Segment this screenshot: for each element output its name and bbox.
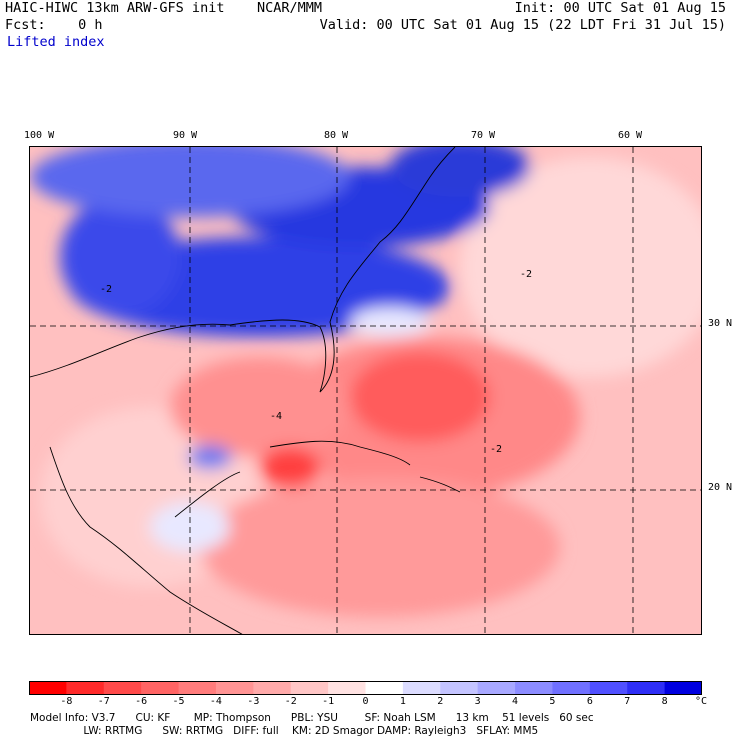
colorbar-swatch xyxy=(402,681,441,695)
colorbar-tick-label: -2 xyxy=(284,696,297,707)
colorbar-swatch xyxy=(552,681,591,695)
colorbar-tick-label: 1 xyxy=(399,696,406,707)
lon-label: 90 W xyxy=(173,130,198,141)
lon-label: 80 W xyxy=(324,130,349,141)
colorbar-swatch xyxy=(440,681,479,695)
colorbar-tick-label: -7 xyxy=(97,696,110,707)
colorbar-border xyxy=(29,681,702,695)
colorbar-swatch xyxy=(589,681,628,695)
colorbar-swatch xyxy=(29,681,67,695)
field-name: Lifted index xyxy=(7,34,105,50)
contour-label: -2 xyxy=(100,284,113,295)
colorbar-swatch xyxy=(66,681,105,695)
lat-label: 30 N xyxy=(708,318,733,329)
colorbar-swatch xyxy=(328,681,366,695)
colorbar-tick-label: -8 xyxy=(60,696,73,707)
forecast-hour: Fcst: 0 h xyxy=(5,17,103,33)
colorbar-unit: °C xyxy=(694,696,708,707)
valid-time: Valid: 00 UTC Sat 01 Aug 15 (22 LDT Fri … xyxy=(319,17,726,33)
colorbar-tick-label: -1 xyxy=(322,696,335,707)
colorbar-swatch xyxy=(477,681,516,695)
colorbar xyxy=(29,681,702,695)
colorbar-swatch xyxy=(365,681,404,695)
colorbar-tick-label: 6 xyxy=(586,696,593,707)
contour-label: -2 xyxy=(490,444,503,455)
colorbar-tick-label: 0 xyxy=(362,696,369,707)
lat-label: 20 N xyxy=(708,482,733,493)
colorbar-swatch xyxy=(664,681,702,695)
model-title: HAIC-HIWC 13km ARW-GFS init NCAR/MMM xyxy=(5,0,322,16)
colorbar-tick-label: 8 xyxy=(661,696,668,707)
colorbar-tick-label: -3 xyxy=(247,696,260,707)
colorbar-tick-label: 5 xyxy=(549,696,556,707)
colorbar-swatch xyxy=(141,681,180,695)
colorbar-tick-label: 2 xyxy=(437,696,444,707)
colorbar-tick-label: -5 xyxy=(172,696,185,707)
contour-label: -4 xyxy=(270,411,283,422)
model-info-line1: Model Info: V3.7 CU: KF MP: Thompson PBL… xyxy=(30,712,594,724)
lon-label: 100 W xyxy=(24,130,55,141)
colorbar-swatch xyxy=(515,681,553,695)
colorbar-swatch xyxy=(215,681,254,695)
colorbar-swatch xyxy=(253,681,292,695)
colorbar-swatch xyxy=(103,681,142,695)
weak-stability-region xyxy=(460,157,701,377)
colorbar-tick-label: 4 xyxy=(512,696,519,707)
coastlines xyxy=(30,147,461,634)
colorbar-swatch xyxy=(290,681,329,695)
unstable-region xyxy=(170,357,350,457)
strong-instability-core xyxy=(350,352,490,442)
stable-spot xyxy=(188,445,232,469)
strong-instability-core xyxy=(260,447,320,487)
colorbar-tick-label: -4 xyxy=(209,696,222,707)
lifted-index-map: -2 -2 -4 -2 xyxy=(29,146,702,635)
stable-region xyxy=(60,197,180,317)
contour-label: -2 xyxy=(520,269,533,280)
init-time: Init: 00 UTC Sat 01 Aug 15 xyxy=(514,0,726,16)
colorbar-tick-label: -6 xyxy=(135,696,148,707)
colorbar-tick-label: 3 xyxy=(474,696,481,707)
unstable-region xyxy=(200,477,560,617)
map-field-svg xyxy=(30,147,701,634)
colorbar-tick-label: 7 xyxy=(624,696,631,707)
lon-label: 60 W xyxy=(618,130,643,141)
neutral-region xyxy=(350,307,430,337)
colorbar-swatch xyxy=(627,681,666,695)
lat-lon-grid xyxy=(30,147,701,634)
colorbar-swatch xyxy=(178,681,217,695)
lon-label: 70 W xyxy=(471,130,496,141)
model-info-line2: LW: RRTMG SW: RRTMG DIFF: full KM: 2D Sm… xyxy=(30,725,539,737)
